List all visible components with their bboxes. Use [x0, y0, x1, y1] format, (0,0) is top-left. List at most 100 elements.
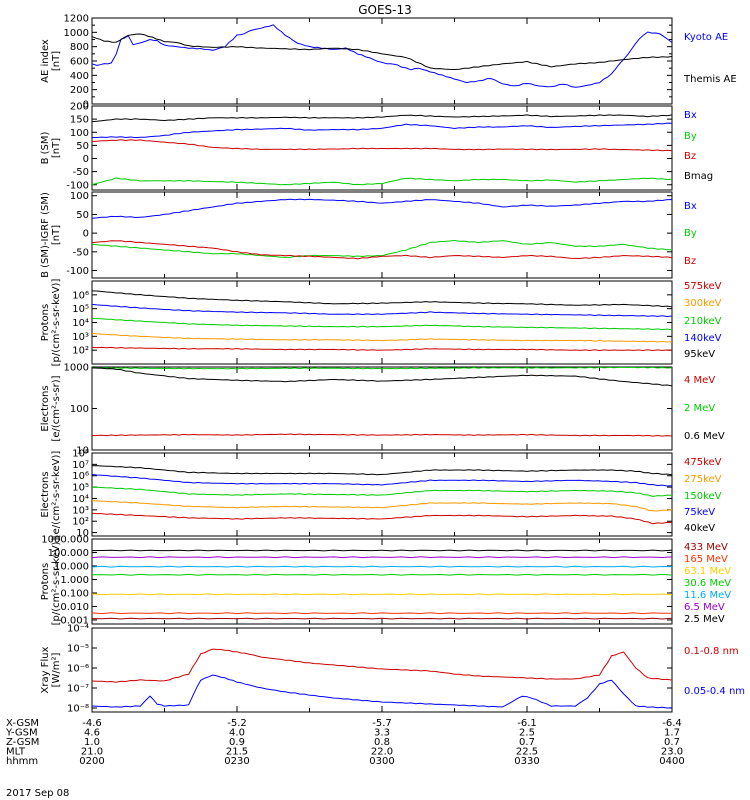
- y-axis-label: [e/(cm²-s-sr-keV)]: [51, 451, 62, 539]
- series-line-by: [92, 177, 672, 186]
- legend-label: 11.6 MeV: [684, 590, 731, 601]
- y-axis-label: AE index: [40, 39, 51, 83]
- x-row-value: 0300: [369, 756, 394, 767]
- x-row-value: 4.0: [229, 728, 245, 739]
- series-line-0-1-0-8-nm: [92, 648, 672, 683]
- legend-label: Themis AE: [683, 74, 737, 85]
- y-tick-label: 10⁻⁵: [67, 644, 89, 655]
- x-row-value: 21.5: [226, 747, 248, 758]
- panel-electrons-mev: 10 100 1000 Electrons [e/(cm²-s-sr)] 4 MeV 2 M…: [40, 363, 725, 457]
- y-tick-label: 800: [70, 42, 89, 53]
- y-axis-label: Xray Flux: [40, 646, 51, 693]
- series-line-kyoto-ae: [92, 24, 672, 88]
- y-tick-label: 10³: [72, 505, 89, 516]
- series-line-bx: [92, 122, 672, 139]
- x-row-value: -5.2: [227, 718, 247, 729]
- series-line-165-mev: [92, 612, 672, 615]
- x-row-value: 0400: [659, 756, 684, 767]
- legend-label: 63.1 MeV: [684, 566, 731, 577]
- legend-label: By: [684, 131, 697, 142]
- y-tick-label: 10⁸: [72, 449, 89, 460]
- y-tick-label: 10⁻⁴: [67, 624, 89, 635]
- y-axis-label: Protons: [40, 304, 51, 341]
- legend-label: 30.6 MeV: [684, 578, 731, 589]
- legend-label: 0.05-0.4 nm: [684, 686, 745, 697]
- x-row-value: 22.0: [371, 747, 393, 758]
- series-line-475kev: [92, 512, 672, 525]
- y-tick-label: 10⁶: [72, 290, 89, 301]
- y-tick-label: 200: [70, 85, 89, 96]
- x-row-value: 2.5: [519, 728, 535, 739]
- series-line-bz: [92, 139, 672, 152]
- series-line-30-6-mev: [92, 573, 672, 576]
- y-tick-label: 10⁻⁶: [67, 664, 89, 675]
- legend-label: Bz: [684, 151, 696, 162]
- x-row-value: 1.7: [664, 728, 680, 739]
- y-tick-label: 10: [76, 446, 89, 457]
- series-line-bz: [92, 240, 672, 260]
- y-axis-label: [p/(cm²-s-sr-keV)]: [51, 538, 62, 626]
- series-line-95kev: [92, 290, 672, 308]
- legend-label: 95keV: [684, 349, 715, 360]
- legend-label: 475keV: [684, 457, 722, 468]
- legend-label: By: [684, 228, 697, 239]
- y-tick-label: 0.010: [60, 602, 89, 613]
- panel-bigrf: -100 -50 0 50 100 B (SM)-IGRF (SM) [nT] Bx By Bz: [40, 191, 697, 279]
- y-axis-label: [p/(cm²-s-sr-keV)]: [51, 279, 62, 367]
- series-line-150kev: [92, 486, 672, 498]
- series-line-210kev: [92, 317, 672, 331]
- x-row-value: 3.3: [374, 728, 390, 739]
- y-tick-label: 0.100: [60, 588, 89, 599]
- x-row-value: -6.4: [662, 718, 682, 729]
- x-row-value: -6.1: [517, 718, 537, 729]
- series-line-by: [92, 239, 672, 258]
- x-row-label: MLT: [6, 747, 26, 758]
- x-row-value: 0330: [514, 756, 539, 767]
- series-line-63-1-mev: [92, 593, 672, 596]
- legend-label: 150keV: [684, 491, 722, 502]
- y-tick-label: 0: [83, 154, 89, 165]
- y-tick-label: -100: [66, 180, 89, 191]
- date-label: 2017 Sep 08: [6, 788, 69, 799]
- y-tick-label: 100: [70, 404, 89, 415]
- legend-label: 2.5 MeV: [684, 614, 725, 625]
- series-line-0-05-0-4-nm: [92, 674, 672, 709]
- series-line-75kev: [92, 474, 672, 487]
- y-tick-label: 10⁴: [72, 494, 89, 505]
- y-tick-label: 10³: [72, 332, 89, 343]
- series-line-4-mev: [92, 433, 672, 437]
- legend-label: 0.1-0.8 nm: [684, 646, 739, 657]
- y-tick-label: 10⁻⁸: [67, 704, 89, 715]
- y-tick-label: 10⁴: [72, 318, 89, 329]
- series-line-11-6-mev: [92, 565, 672, 568]
- y-tick-label: 10.000: [54, 561, 89, 572]
- y-axis-label: [W/m²]: [51, 652, 62, 687]
- y-tick-label: -50: [73, 247, 89, 258]
- x-row-value: 0.8: [374, 737, 390, 748]
- y-tick-label: 10⁷: [72, 460, 89, 471]
- series-line-6-5-mev: [92, 556, 672, 559]
- y-axis-label: Electrons: [40, 385, 51, 431]
- y-tick-label: 600: [70, 57, 89, 68]
- y-tick-label: 50: [76, 210, 89, 221]
- y-tick-label: 100: [70, 128, 89, 139]
- x-row-value: 0.7: [519, 737, 535, 748]
- x-row-value: 0.7: [664, 737, 680, 748]
- figure-title: GOES-13: [358, 3, 412, 17]
- x-row-label: Z-GSM: [6, 737, 39, 748]
- legend-label: 575keV: [684, 281, 722, 292]
- y-tick-label: -100: [66, 266, 89, 277]
- y-tick-label: 1000: [64, 28, 89, 39]
- y-tick-label: 0: [83, 100, 89, 111]
- y-axis-label: [e/(cm²-s-sr)]: [51, 375, 62, 441]
- series-line-275kev: [92, 500, 672, 512]
- legend-label: Kyoto AE: [684, 32, 728, 43]
- legend-label: 275keV: [684, 474, 722, 485]
- y-tick-label: 200: [70, 102, 89, 113]
- legend-label: 4 MeV: [684, 375, 715, 386]
- legend-label: 140keV: [684, 333, 722, 344]
- legend-label: 433 MeV: [684, 542, 728, 553]
- series-line-575kev: [92, 346, 672, 352]
